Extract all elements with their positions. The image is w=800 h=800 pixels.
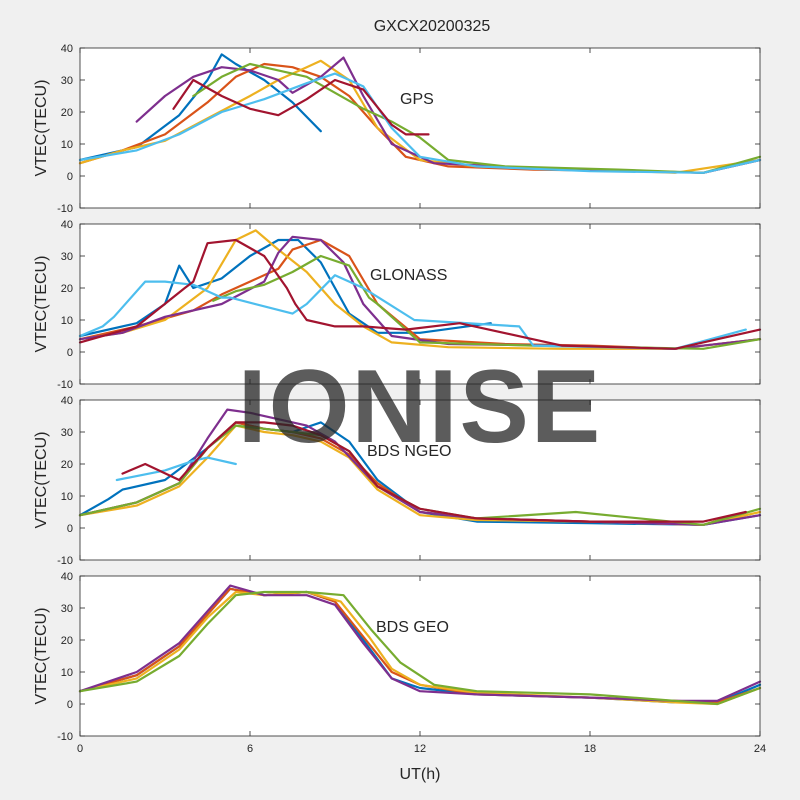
y-tick-label: 10 [61, 315, 73, 327]
plot-area [80, 224, 760, 384]
series-line [78, 229, 762, 350]
series-line [78, 72, 762, 174]
figure-title: GXCX20200325 [374, 18, 491, 35]
y-tick-label: 30 [61, 251, 73, 263]
panel-label: BDS NGEO [367, 443, 451, 460]
watermark: IONISE [238, 349, 603, 465]
series-line [78, 274, 747, 350]
series-line [78, 584, 762, 702]
y-axis-label: VTEC(TECU) [33, 256, 50, 353]
y-tick-label: -10 [57, 379, 73, 391]
plot-area [80, 48, 760, 208]
panel-bds-ngeo: -10 0 10 20 30 40 VTEC(TECU) BDS NGEO [33, 395, 762, 567]
y-tick-label: 20 [61, 635, 73, 647]
panel-label: BDS GEO [376, 619, 449, 636]
y-axis-label: VTEC(TECU) [33, 608, 50, 705]
y-tick-label: 40 [61, 395, 73, 407]
y-axis-label: VTEC(TECU) [33, 80, 50, 177]
series-line [78, 53, 322, 162]
plot-area [80, 400, 760, 560]
y-axis-label: VTEC(TECU) [33, 432, 50, 529]
y-tick-label: 30 [61, 75, 73, 87]
y-tick-label: 10 [61, 491, 73, 503]
series-line [78, 238, 492, 338]
y-tick-label: 0 [67, 523, 73, 535]
y-tick-label: 30 [61, 427, 73, 439]
series-line [115, 456, 237, 482]
y-tick-label: 0 [67, 171, 73, 183]
y-tick-label: 20 [61, 107, 73, 119]
series-line [121, 421, 747, 523]
y-tick-label: 30 [61, 603, 73, 615]
y-tick-label: 40 [61, 43, 73, 55]
x-tick-label: 18 [584, 743, 596, 755]
x-tick-label: 0 [77, 743, 83, 755]
y-tick-label: 20 [61, 283, 73, 295]
series-line [78, 590, 762, 706]
panel-gps: -10 0 10 20 30 40 VTEC(TECU) GPS [33, 43, 762, 215]
x-tick-label: 12 [414, 743, 426, 755]
y-tick-label: -10 [57, 555, 73, 567]
y-tick-label: -10 [57, 203, 73, 215]
y-tick-label: 20 [61, 459, 73, 471]
y-tick-label: 40 [61, 571, 73, 583]
plot-area [80, 576, 760, 736]
x-tick-label: 24 [754, 743, 766, 755]
series-line [172, 78, 430, 136]
y-tick-label: 10 [61, 667, 73, 679]
y-tick-label: 0 [67, 347, 73, 359]
series-line [78, 238, 762, 350]
y-tick-label: 10 [61, 139, 73, 151]
panel-label: GPS [400, 91, 434, 108]
panel-glonass: -10 0 10 20 30 40 VTEC(TECU) GLONASS [33, 219, 762, 391]
series-line [192, 62, 762, 174]
y-tick-label: -10 [57, 731, 73, 743]
x-axis-label: UT(h) [400, 766, 441, 783]
panel-bds-geo: -10 0 10 20 30 40 0 6 12 18 24 VTEC(TECU) BDS GEO [33, 571, 766, 755]
series-line [78, 421, 762, 526]
y-tick-label: 0 [67, 699, 73, 711]
y-tick-label: 40 [61, 219, 73, 231]
panels-container: -10 0 10 20 30 40 VTEC(TECU) GPS -10 0 10 20 30 40 VTE… [33, 43, 766, 755]
panel-label: GLONASS [370, 267, 447, 284]
x-tick-label: 6 [247, 743, 253, 755]
